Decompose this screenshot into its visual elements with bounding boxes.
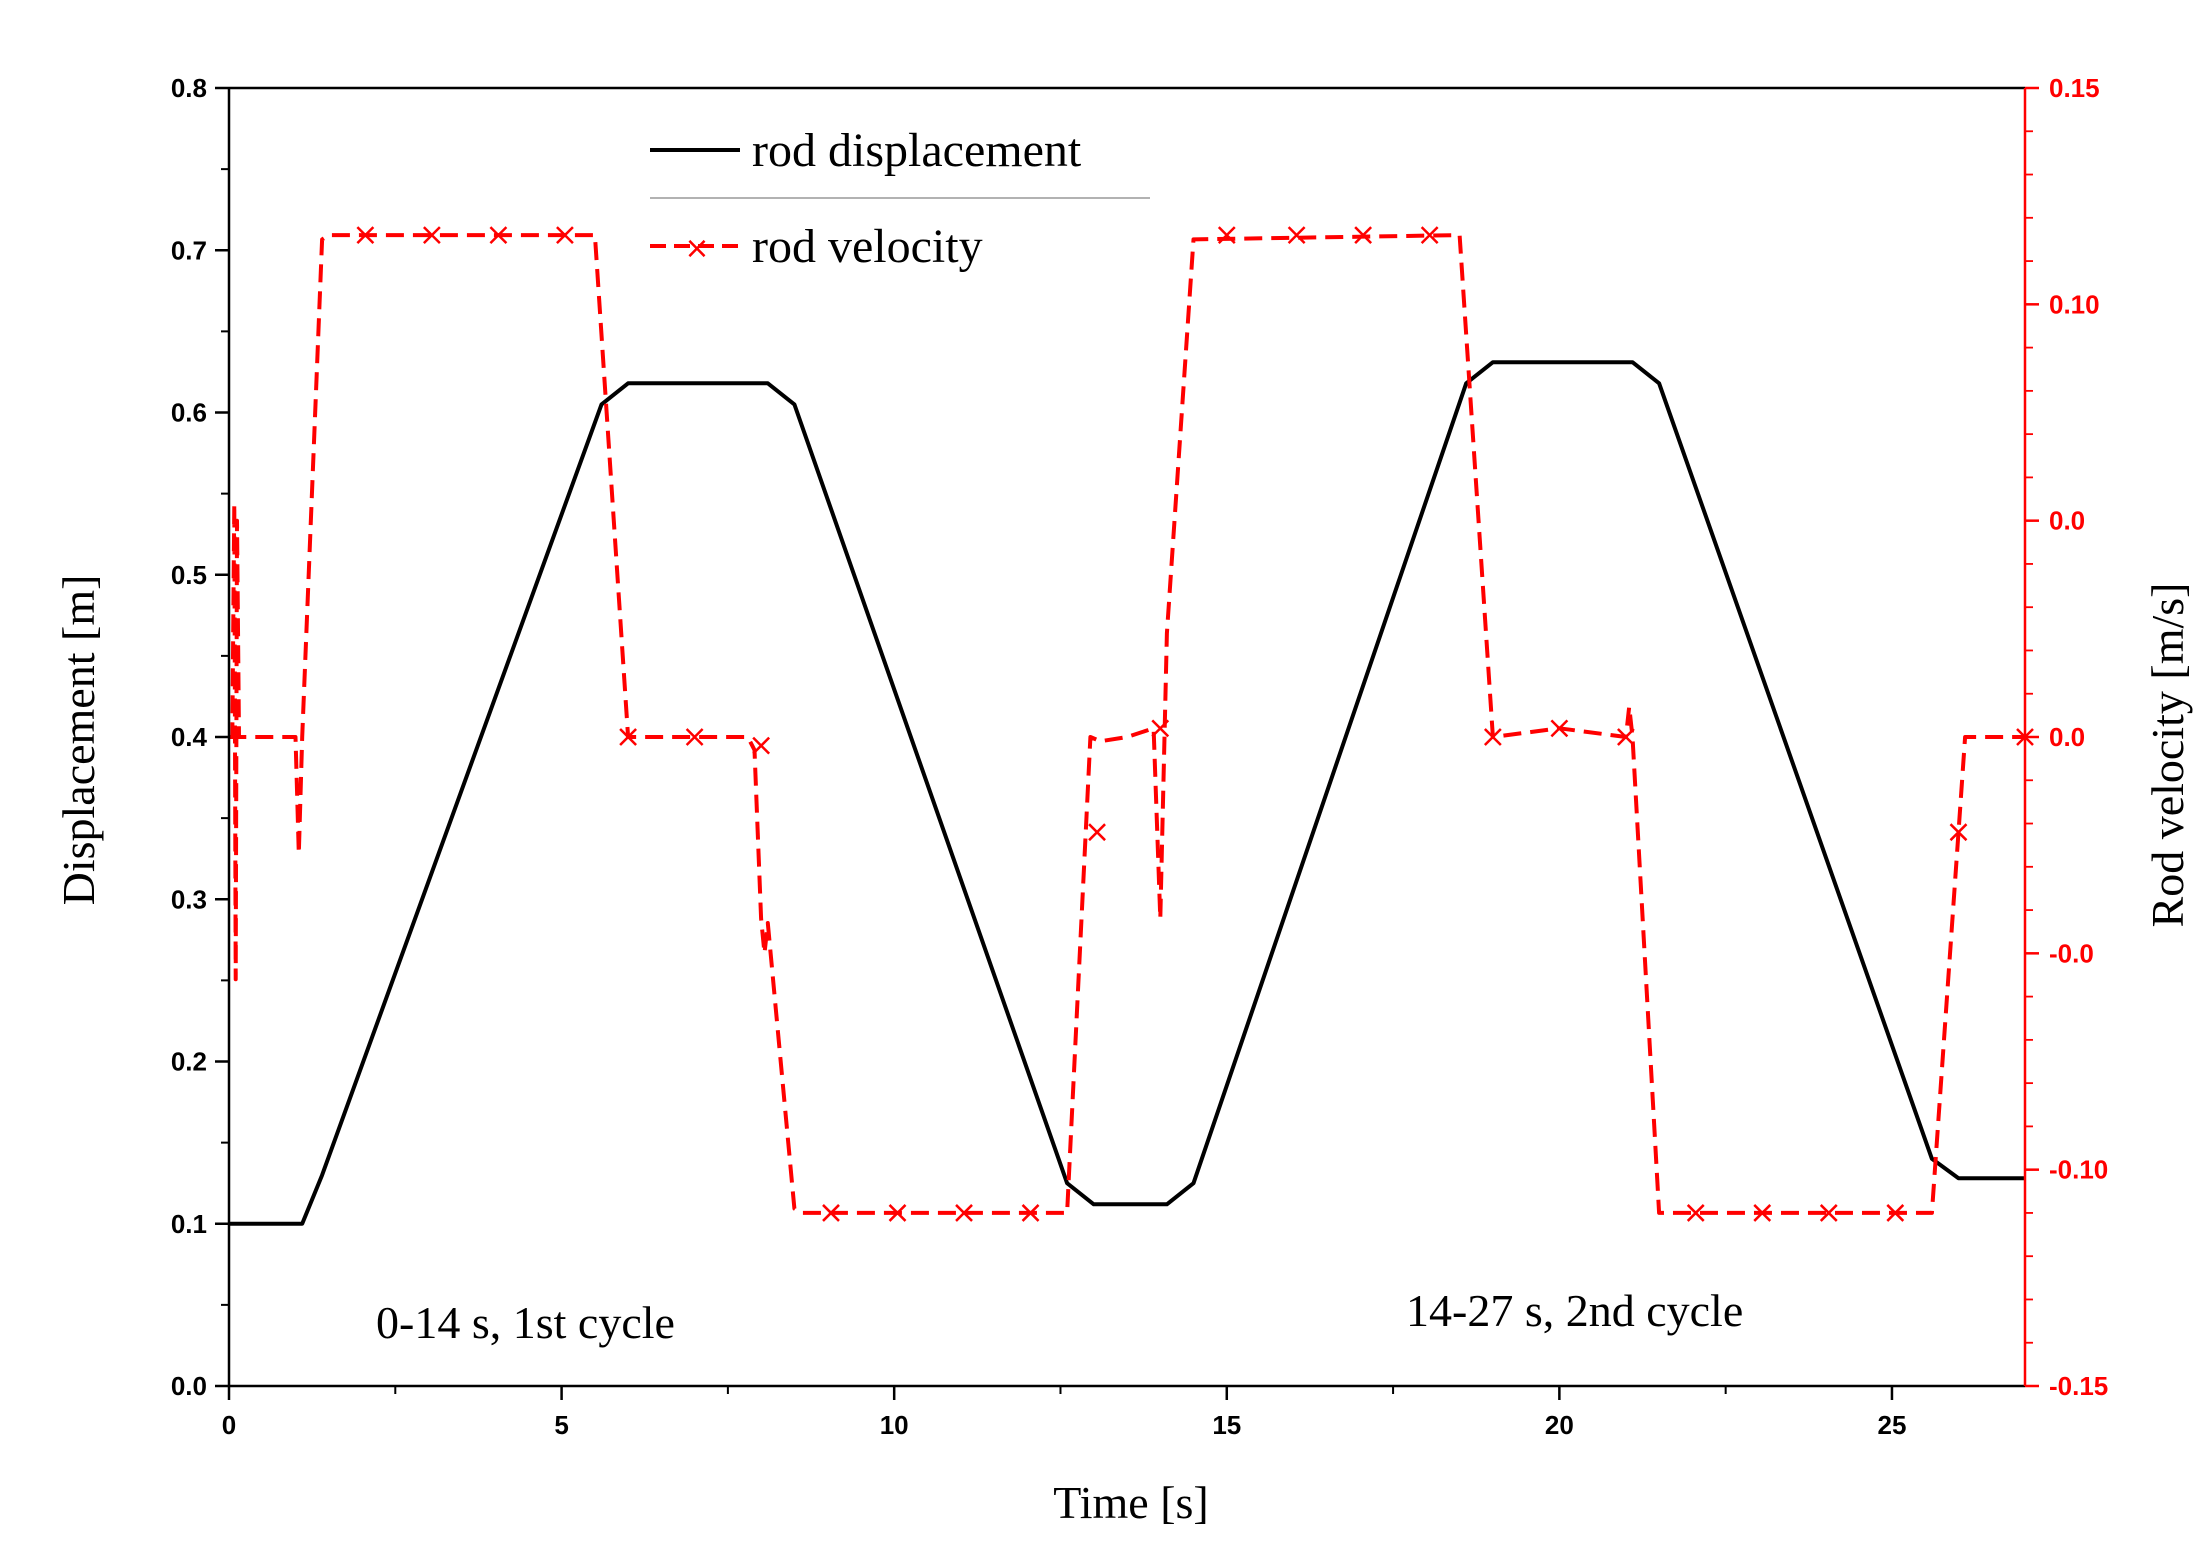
velocity-marker <box>556 226 574 244</box>
velocity-marker <box>1287 226 1306 244</box>
plot-lines <box>229 233 2025 1226</box>
x-tick-label: 15 <box>1212 1410 1241 1440</box>
y-left-tick-label: 0.0 <box>171 1371 207 1401</box>
y-right-tick-label: 0.15 <box>2049 73 2100 103</box>
velocity-marker <box>1949 823 1968 842</box>
velocity-marker <box>1617 728 1635 746</box>
tick-labels: 0 5 10 15 20 25 0.0 0.1 0.2 0.3 0.4 0.5 0.6 0.7 0.8 -0.… <box>171 73 2108 1440</box>
annotation-cycle-1: 0-14 s, 1st cycle <box>376 1297 675 1348</box>
y-right-tick-label: -0.10 <box>2049 1155 2108 1185</box>
x-tick-label: 20 <box>1545 1410 1574 1440</box>
y-right-tick-label: 0.0 <box>2049 506 2085 536</box>
velocity-marker <box>1088 823 1106 842</box>
legend: rod displacement × rod velocity <box>650 124 1150 273</box>
y-right-tick-label: 0.0 <box>2049 722 2085 752</box>
y-right-tick-label: 0.10 <box>2049 289 2100 319</box>
velocity-marker <box>752 736 771 755</box>
y-left-tick-label: 0.2 <box>171 1047 207 1077</box>
velocity-marker <box>822 1204 840 1222</box>
velocity-marker <box>356 226 375 244</box>
ticks <box>215 86 2039 1400</box>
y-left-tick-label: 0.6 <box>171 398 207 428</box>
x-tick-label: 10 <box>880 1410 909 1440</box>
velocity-marker <box>888 1204 907 1222</box>
velocity-marker <box>1151 719 1170 738</box>
y-axis-label-right: Rod velocity [m/s] <box>2142 583 2193 928</box>
y-right-tick-label: -0.0 <box>2049 938 2094 968</box>
velocity-marker <box>1021 1204 1040 1222</box>
velocity-marker <box>1483 728 1502 746</box>
x-tick-label: 0 <box>222 1410 236 1440</box>
velocity-marker <box>1420 226 1439 244</box>
velocity-marker <box>1354 226 1373 244</box>
velocity-marker <box>1686 1204 1705 1222</box>
y-axis-label-left: Displacement [m] <box>53 575 104 906</box>
velocity-marker <box>619 728 637 746</box>
legend-velocity-marker: × <box>684 231 709 266</box>
velocity-marker <box>1753 1204 1772 1222</box>
velocity-marker <box>685 728 704 746</box>
velocity-marker <box>1886 1204 1905 1222</box>
legend-displacement-label: rod displacement <box>752 124 1082 177</box>
y-left-tick-label: 0.5 <box>171 560 207 590</box>
series-rod-displacement <box>229 360 2025 1226</box>
velocity-marker <box>422 226 441 244</box>
velocity-marker <box>1550 719 1569 738</box>
legend-velocity-label: rod velocity <box>752 220 983 273</box>
velocity-markers <box>356 226 2034 1222</box>
y-left-tick-label: 0.3 <box>171 884 207 914</box>
velocity-marker <box>955 1204 973 1222</box>
annotation-cycle-2: 14-27 s, 2nd cycle <box>1406 1285 1743 1336</box>
y-left-tick-label: 0.8 <box>171 73 207 103</box>
y-right-tick-label: -0.15 <box>2049 1371 2108 1401</box>
x-tick-label: 5 <box>554 1410 568 1440</box>
x-axis-label: Time [s] <box>1053 1477 1209 1528</box>
velocity-marker <box>1819 1204 1838 1222</box>
y-left-tick-label: 0.1 <box>171 1209 207 1239</box>
series-rod-velocity <box>229 233 2025 1215</box>
y-left-tick-label: 0.7 <box>171 235 207 265</box>
x-tick-label: 25 <box>1878 1410 1907 1440</box>
velocity-marker <box>1217 226 1236 244</box>
velocity-marker <box>489 226 508 244</box>
y-left-tick-label: 0.4 <box>171 722 208 752</box>
